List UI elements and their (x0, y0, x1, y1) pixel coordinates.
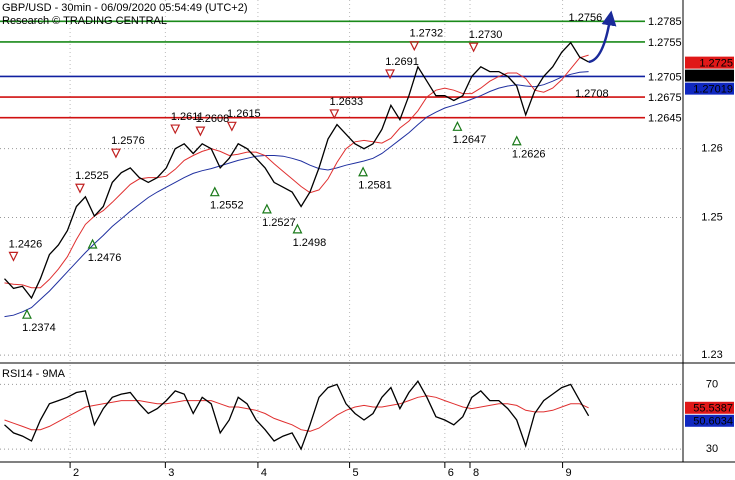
y-tick-label: 1.26 (701, 143, 722, 155)
level-label: 1.2675 (648, 92, 682, 104)
chart-subtitle: Research © TRADING CENTRAL (2, 15, 167, 27)
level-label: 1.2785 (648, 16, 682, 28)
peak-marker (468, 42, 479, 53)
peak-marker (170, 124, 181, 135)
series-line (4, 54, 589, 289)
peak-marker (385, 69, 395, 80)
trough-marker (452, 120, 463, 131)
target-label: 1.2756 (569, 12, 603, 24)
annotation-label: 1.2527 (262, 217, 296, 229)
x-tick-label: 8 (473, 467, 479, 479)
price-marker-label: 1.2725 (699, 58, 733, 70)
price-marker (685, 414, 734, 427)
annotation-label: 1.2691 (385, 56, 419, 68)
trough-marker (292, 223, 303, 234)
price-marker (685, 56, 734, 69)
x-tick-label: 3 (168, 467, 174, 479)
series-line (4, 380, 590, 451)
rsi-title: RSI14 - 9MA (2, 368, 66, 380)
series-line (4, 71, 589, 318)
y-tick-label: 70 (706, 378, 718, 390)
peak-marker (195, 126, 206, 137)
peak-marker (8, 251, 19, 262)
x-tick-label: 5 (353, 467, 359, 479)
y-tick-label: 1.23 (701, 349, 722, 361)
annotation-label: 1.2615 (227, 108, 261, 120)
price-marker-label: 50.6034 (693, 416, 733, 428)
series-line (4, 41, 589, 300)
price-marker-label: 1.2717 (699, 71, 733, 83)
annotation-label: 1.2732 (409, 28, 443, 40)
level-label: 1.2705 (648, 71, 682, 83)
annotation-label: 1.2576 (111, 135, 145, 147)
trough-marker (358, 166, 369, 177)
annotation-label: 1.2730 (469, 29, 503, 41)
trough-marker (209, 186, 220, 197)
annotation-label: 1.2647 (453, 134, 487, 146)
price-marker-label: 55.5387 (693, 403, 733, 415)
y-tick-label: 30 (706, 443, 718, 455)
peak-marker (110, 148, 121, 159)
peak-marker (409, 41, 420, 52)
peak-marker (75, 183, 85, 194)
forecast-arrow (588, 10, 617, 64)
price-marker (685, 82, 734, 95)
annotation-label: 1.2633 (329, 96, 363, 108)
annotation-label: 1.2608 (196, 113, 230, 125)
annotation-label: 1.2426 (9, 238, 43, 250)
trough-marker (21, 308, 32, 319)
peak-marker (226, 121, 237, 132)
trough-marker (87, 238, 98, 249)
peak-marker (329, 109, 340, 120)
series-line (4, 395, 589, 432)
annotation-label: 1.2476 (88, 252, 122, 264)
chart-title: GBP/USD - 30min - 06/09/2020 05:54:49 (U… (2, 2, 247, 14)
price-marker (685, 401, 734, 414)
x-tick-label: 9 (566, 467, 572, 479)
x-tick-label: 4 (261, 467, 267, 479)
annotation-label: 1.2552 (210, 200, 244, 212)
annotation-label: 1.2581 (358, 180, 392, 192)
x-tick-label: 6 (448, 467, 454, 479)
y-tick-label: 1.25 (701, 211, 722, 223)
level-label: 1.2755 (648, 37, 682, 49)
annotation-label: 1.2498 (293, 237, 327, 249)
trough-marker (261, 203, 272, 214)
price-marker (685, 69, 734, 82)
price-marker-label: 1.27019 (693, 84, 733, 96)
level-label: 1.2645 (648, 113, 682, 125)
projection-label: 1.2708 (575, 88, 609, 100)
annotation-label: 1.2626 (512, 149, 546, 161)
annotation-label: 1.2611 (171, 111, 204, 123)
x-tick-label: 2 (73, 467, 79, 479)
annotation-label: 1.2525 (75, 170, 109, 182)
annotation-label: 1.2374 (22, 322, 56, 334)
trough-marker (511, 135, 522, 146)
